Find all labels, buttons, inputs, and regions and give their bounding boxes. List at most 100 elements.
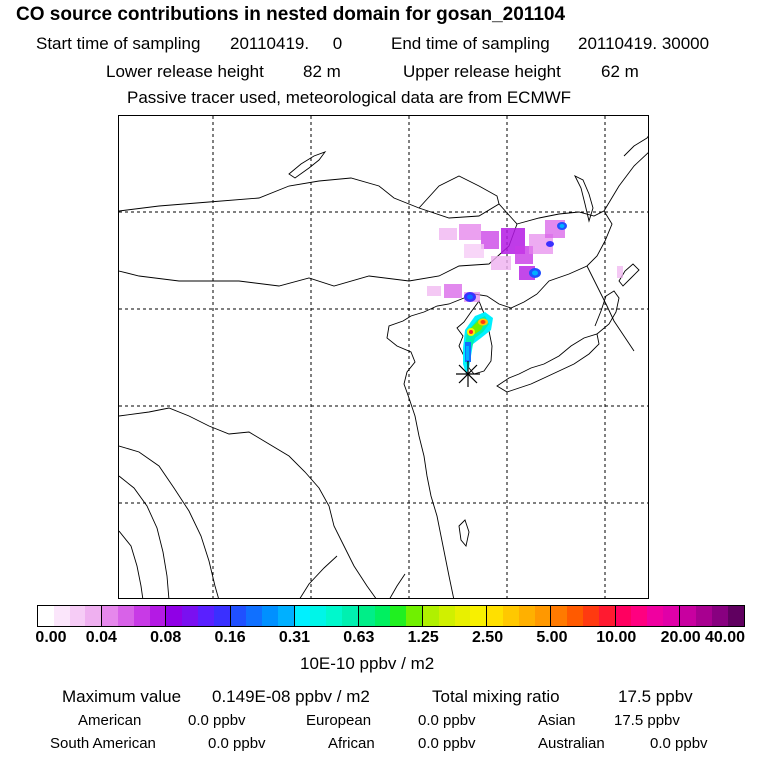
colorbar-segment — [679, 606, 744, 626]
max-value: 0.149E-08 ppbv / m2 — [212, 687, 370, 706]
colorbar-swatch — [374, 606, 391, 626]
coastlines — [119, 135, 648, 598]
colorbar-tick-label: 10.00 — [596, 629, 637, 646]
colorbar-segment — [38, 606, 103, 626]
colorbar-swatch — [342, 606, 358, 626]
colorbar-swatch — [166, 606, 183, 626]
colorbar-swatch — [246, 606, 263, 626]
region-name: European — [306, 712, 372, 729]
colorbar-swatch — [262, 606, 278, 626]
colorbar-swatch — [213, 606, 230, 626]
colorbar-tick-label: 0.16 — [214, 629, 246, 646]
colorbar-swatch — [53, 606, 70, 626]
colorbar-swatch — [582, 606, 599, 626]
colorbar-swatch — [197, 606, 214, 626]
upper-release-value: 62 m — [601, 62, 639, 81]
colorbar-swatch — [662, 606, 679, 626]
region-value: 0.0 ppbv — [418, 735, 476, 752]
colorbar-swatch — [727, 606, 744, 626]
region-value: 0.0 ppbv — [208, 735, 266, 752]
colorbar-segment — [423, 606, 488, 626]
colorbar-swatch — [38, 606, 54, 626]
colorbar-swatch — [551, 606, 568, 626]
colorbar-swatch — [230, 606, 247, 626]
colorbar-tick-label: 0.08 — [150, 629, 182, 646]
colorbar-segment — [102, 606, 167, 626]
colorbar-swatch — [149, 606, 166, 626]
colorbar-tick-label: 1.25 — [407, 629, 439, 646]
colorbar — [37, 605, 745, 627]
colorbar-segment — [551, 606, 616, 626]
colorbar-tick-label: 20.00 — [660, 629, 701, 646]
colorbar-swatch — [695, 606, 712, 626]
colorbar-swatch — [598, 606, 615, 626]
colorbar-segment — [615, 606, 680, 626]
colorbar-segment — [294, 606, 359, 626]
end-time-label: End time of sampling — [391, 34, 550, 53]
colorbar-swatch — [277, 606, 294, 626]
start-time-label: Start time of sampling — [36, 34, 201, 53]
map-title: CO source contributions in nested domain… — [16, 4, 566, 25]
colorbar-swatch — [358, 606, 375, 626]
colorbar-tick-label: 2.50 — [471, 629, 504, 646]
colorbar-swatch — [182, 606, 198, 626]
upper-release-label: Upper release height — [403, 62, 561, 81]
colorbar-swatch — [534, 606, 551, 626]
release-site-marker — [456, 361, 480, 387]
colorbar-swatch — [133, 606, 150, 626]
map-panel — [118, 115, 649, 599]
end-time-value: 20110419. 30000 — [578, 34, 710, 53]
total-mixing-label: Total mixing ratio — [432, 687, 560, 706]
region-name: American — [78, 712, 142, 729]
colorbar-swatch — [294, 606, 311, 626]
tracer-note: Passive tracer used, meteorological data… — [127, 88, 572, 107]
colorbar-swatch — [117, 606, 134, 626]
region-value: 0.0 ppbv — [650, 735, 708, 752]
colorbar-swatch — [711, 606, 728, 626]
colorbar-swatch — [390, 606, 407, 626]
colorbar-tick-label: 0.63 — [343, 629, 375, 646]
colorbar-swatch — [567, 606, 583, 626]
max-value-label: Maximum value — [62, 687, 182, 706]
lower-release-label: Lower release height — [106, 62, 264, 81]
region-value: 0.0 ppbv — [418, 712, 476, 729]
colorbar-segment — [230, 606, 295, 626]
region-value: 0.0 ppbv — [188, 712, 246, 729]
colorbar-tick-label: 5.00 — [536, 629, 568, 646]
colorbar-tick-label: 0.04 — [85, 629, 117, 646]
colorbar-swatch — [487, 606, 503, 626]
colorbar-swatch — [438, 606, 455, 626]
colorbar-swatch — [454, 606, 471, 626]
region-name: Asian — [538, 712, 576, 729]
colorbar-swatch — [69, 606, 86, 626]
colorbar-units: 10E-10 ppbv / m2 — [300, 654, 435, 673]
region-name: South American — [50, 735, 156, 752]
colorbar-segment — [487, 606, 552, 626]
colorbar-swatch — [85, 606, 102, 626]
colorbar-tick-label: 40.00 — [704, 629, 746, 646]
lat-lon-grid — [119, 116, 648, 598]
colorbar-swatch — [406, 606, 423, 626]
colorbar-segment — [166, 606, 231, 626]
region-name: African — [328, 735, 375, 752]
colorbar-swatch — [615, 606, 632, 626]
colorbar-swatch — [102, 606, 118, 626]
colorbar-swatch — [310, 606, 327, 626]
colorbar-swatch — [679, 606, 696, 626]
colorbar-swatch — [631, 606, 648, 626]
co-plume — [427, 220, 623, 374]
colorbar-swatch — [326, 606, 343, 626]
lower-release-value: 82 m — [303, 62, 341, 81]
colorbar-swatch — [647, 606, 663, 626]
region-value: 17.5 ppbv — [614, 712, 680, 729]
total-mixing-value: 17.5 ppbv — [618, 687, 693, 706]
start-time-value: 20110419. 0 — [230, 34, 343, 53]
region-name: Australian — [538, 735, 605, 752]
colorbar-swatch — [518, 606, 535, 626]
colorbar-tick-label: 0.00 — [35, 629, 67, 646]
colorbar-swatch — [470, 606, 487, 626]
colorbar-swatch — [423, 606, 439, 626]
map-canvas — [119, 116, 648, 598]
colorbar-tick-label: 0.31 — [278, 629, 311, 646]
colorbar-swatch — [503, 606, 519, 626]
